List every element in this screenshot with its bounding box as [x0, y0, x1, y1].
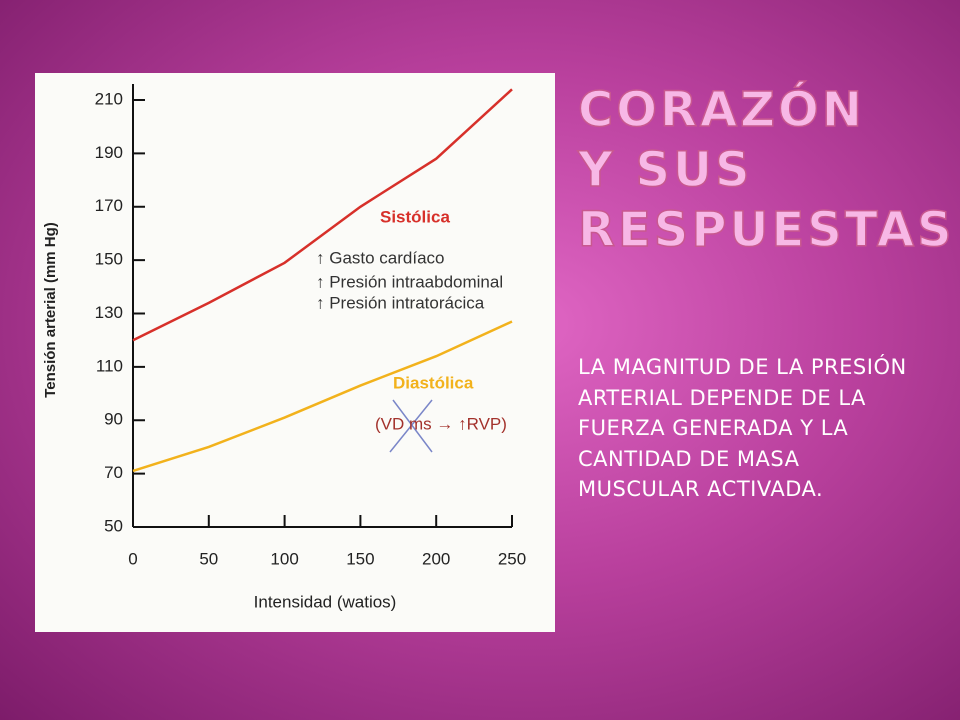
annotation: ↑ Presión intratorácica	[316, 293, 485, 312]
y-tick-label: 130	[95, 303, 123, 322]
y-tick-label: 150	[95, 250, 123, 269]
slide-body: LA MAGNITUD DE LA PRESIÓN ARTERIAL DEPEN…	[578, 355, 907, 501]
y-tick-label: 50	[104, 516, 123, 535]
chart: 50 70 90 110 130 150 170 190 210 0 50 100 150 200 250 I…	[35, 73, 555, 632]
series-label: Sistólica	[380, 207, 450, 226]
y-tick-label: 170	[95, 196, 123, 215]
annotation: ↑ Presión intraabdominal	[316, 272, 503, 291]
slide-title: CORAZÓN Y SUS RESPUESTAS	[577, 81, 955, 259]
cross-line	[389, 399, 433, 453]
y-tick-label: 190	[95, 143, 123, 162]
y-tick-label: 110	[96, 356, 123, 375]
x-tick-label: 150	[346, 549, 374, 568]
y-tick-label: 90	[104, 410, 123, 429]
annotation: (VD ms → ↑RVP)	[375, 414, 507, 433]
x-axis-label: Intensidad (watios)	[254, 592, 397, 611]
x-tick-label: 0	[128, 549, 137, 568]
series-line	[132, 320, 513, 473]
annotation: ↑ Gasto cardíaco	[316, 248, 445, 267]
y-tick-label: 70	[104, 463, 123, 482]
y-axis-label: Tensión arterial (mm Hg)	[42, 222, 59, 398]
series-line	[132, 88, 513, 342]
cross-line	[392, 399, 433, 453]
x-tick-label: 100	[270, 549, 298, 568]
x-tick-label: 200	[422, 549, 450, 568]
x-tick-label: 50	[199, 549, 218, 568]
x-tick-label: 250	[498, 549, 526, 568]
series-label: Diastólica	[393, 373, 474, 392]
y-tick-label: 210	[95, 89, 123, 108]
